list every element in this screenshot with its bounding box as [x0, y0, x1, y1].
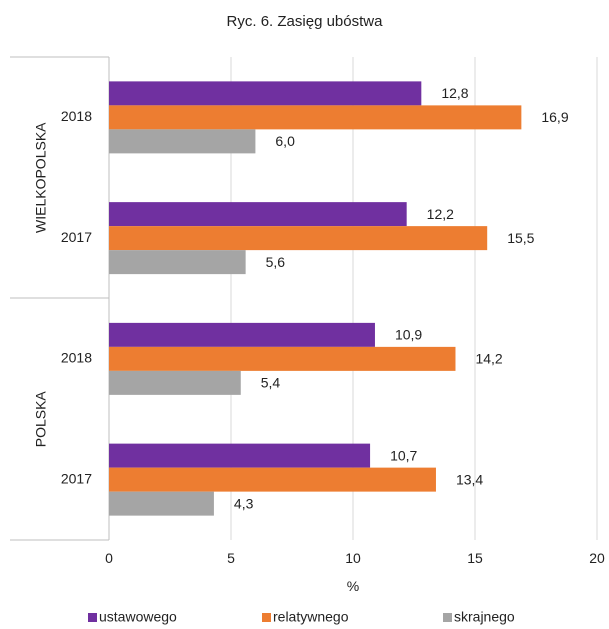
legend-label: ustawowego: [99, 609, 177, 625]
data-labels: 12,8 16,9 6,0 12,2 15,5 5,6 10,9 14,2 5,4 10,7 13,…: [234, 85, 569, 511]
bar: [109, 81, 422, 106]
year-label: 2017: [61, 470, 92, 486]
x-tick-label: 10: [345, 550, 361, 566]
x-tick-label: 15: [467, 550, 483, 566]
year-label: 2018: [61, 350, 92, 366]
legend-swatch: [88, 613, 97, 622]
bar: [109, 370, 241, 395]
bar: [109, 346, 456, 371]
axis-frame: [10, 56, 110, 541]
bars: [109, 81, 522, 516]
legend-label: relatywnego: [273, 609, 349, 625]
x-tick-labels: 0 5 10 15 20: [105, 550, 605, 566]
bar: [109, 322, 375, 347]
group-label: WIELKOPOLSKA: [33, 122, 49, 233]
category-labels: WIELKOPOLSKA 2018 2017 POLSKA 2018 2017: [33, 108, 92, 486]
data-label: 13,4: [456, 471, 483, 487]
data-label: 15,5: [507, 230, 534, 246]
data-label: 12,8: [441, 85, 468, 101]
data-label: 5,6: [266, 254, 286, 270]
chart-title: Ryc. 6. Zasięg ubóstwa: [227, 13, 384, 30]
data-label: 14,2: [475, 351, 502, 367]
data-label: 5,4: [261, 375, 281, 391]
bar: [109, 467, 436, 492]
legend-swatch: [262, 613, 271, 622]
data-label: 10,7: [390, 447, 417, 463]
data-label: 6,0: [275, 133, 295, 149]
data-label: 16,9: [541, 109, 568, 125]
bar: [109, 129, 256, 154]
bar: [109, 250, 246, 275]
data-label: 12,2: [427, 206, 454, 222]
year-label: 2017: [61, 229, 92, 245]
bar: [109, 226, 488, 251]
bar: [109, 491, 214, 516]
legend-label: skrajnego: [454, 609, 515, 625]
group-label: POLSKA: [33, 391, 49, 448]
bar: [109, 202, 407, 227]
data-label: 10,9: [395, 327, 422, 343]
x-tick-label: 0: [105, 550, 113, 566]
year-label: 2018: [61, 108, 92, 124]
legend-swatch: [443, 613, 452, 622]
legend: ustawowego relatywnego skrajnego: [88, 609, 515, 625]
x-axis-label: %: [347, 578, 359, 594]
x-tick-label: 20: [589, 550, 605, 566]
data-label: 4,3: [234, 495, 254, 511]
bar: [109, 443, 371, 468]
bar: [109, 105, 522, 130]
x-tick-label: 5: [227, 550, 235, 566]
